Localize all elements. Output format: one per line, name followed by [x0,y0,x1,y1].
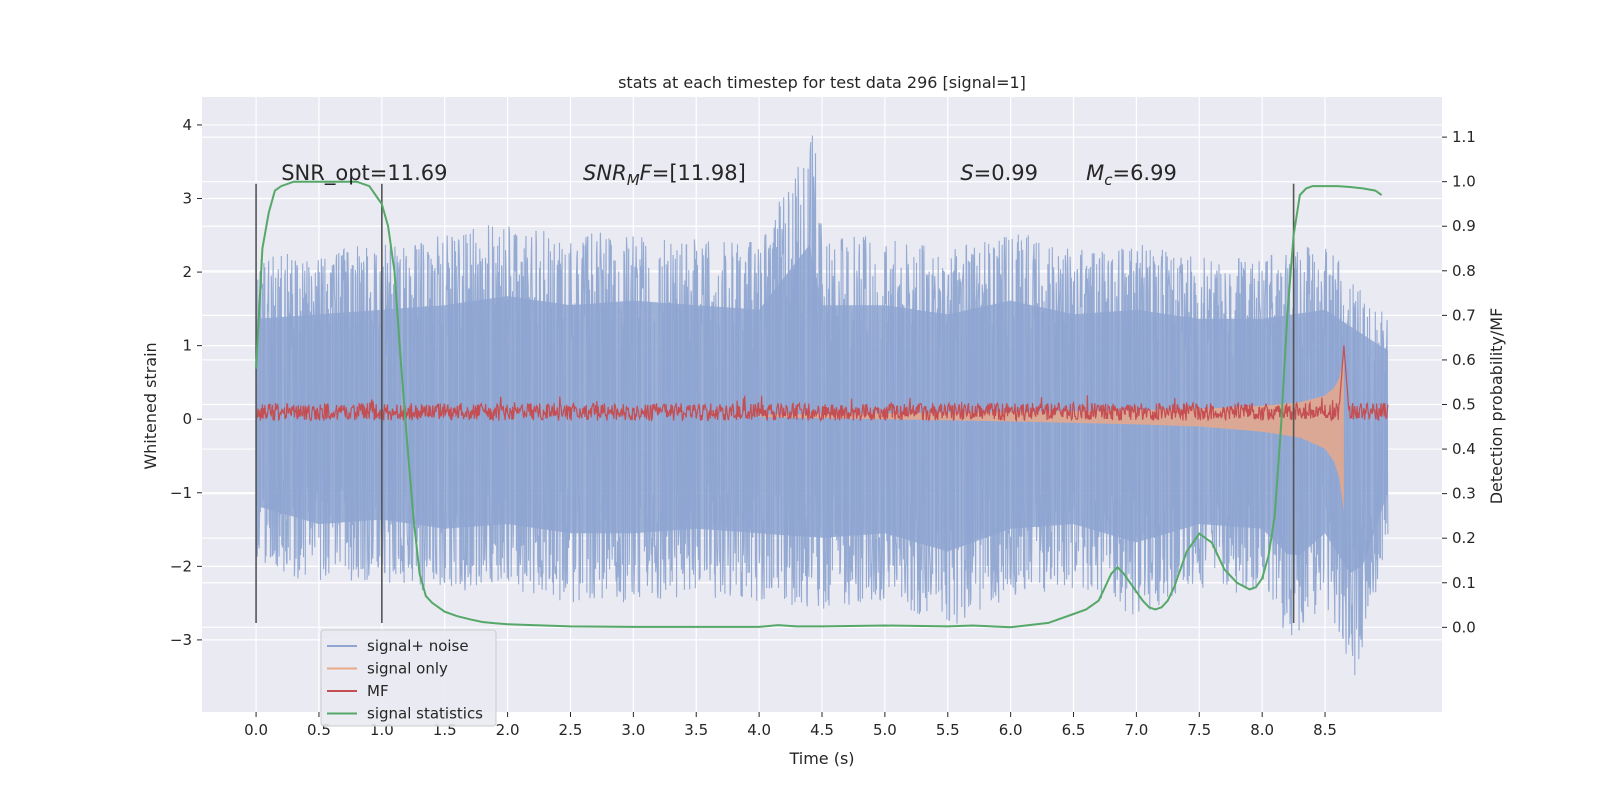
x-tick-label: 6.0 [999,721,1023,739]
annotation-3: S=0.99 [960,161,1038,185]
y-tick-label: 1 [182,337,192,355]
x-tick-label: 5.0 [873,721,897,739]
x-tick-label: 8.5 [1313,721,1337,739]
x-tick-label: 7.0 [1124,721,1148,739]
tick-labels: 0.0 0.5 1.0 1.5 2.0 2.5 3.0 3.5 4.0 4.5 5.0 5.5 6.0 6… [170,116,1476,739]
mf-line [255,345,1389,423]
y2-tick-label: 0.4 [1452,440,1476,458]
mf-series [255,345,1389,423]
y2-axis-label: Detection probability/MF [1487,308,1506,505]
y2-tick-label: 0.9 [1452,217,1476,235]
y2-tick-label: 0.0 [1452,618,1476,636]
x-tick-label: 5.5 [936,721,960,739]
x-tick-label: 2.5 [559,721,583,739]
y-tick-label: 2 [182,263,192,281]
vertical-markers [255,183,1295,623]
x-tick-label: 3.5 [684,721,708,739]
signal-statistics-line [255,180,1383,629]
y2-tick-label: 0.6 [1452,351,1476,369]
y-tick-label: 0 [182,410,192,428]
x-tick-label: 0.0 [244,721,268,739]
x-tick-label: 6.5 [1062,721,1086,739]
y2-tick-label: 0.7 [1452,306,1476,324]
y2-tick-label: 1.1 [1452,128,1476,146]
legend-label: signal statistics [367,705,483,723]
x-axis-label: Time (s) [788,749,854,768]
y-axis-label: Whitened strain [141,342,160,469]
annotation-1: SNR_opt=11.69 [281,161,447,186]
y2-tick-label: 0.8 [1452,262,1476,280]
legend: signal+ noise signal only MF signal statist… [320,629,497,727]
y2-tick-label: 0.3 [1452,485,1476,503]
signal-statistics-series [255,180,1383,629]
x-tick-label: 7.5 [1187,721,1211,739]
x-tick-label: 2.0 [496,721,520,739]
legend-label: signal+ noise [367,637,469,655]
y-tick-label: 4 [182,116,192,134]
y-tick-label: −1 [170,484,192,502]
annotation-2: SNRMF=[11.98] [583,161,746,189]
x-tick-label: 4.0 [747,721,771,739]
y2-tick-label: 0.5 [1452,396,1476,414]
y-tick-label: −3 [170,631,192,649]
y2-tick-label: 0.2 [1452,529,1476,547]
y-tick-label: 3 [182,190,192,208]
y2-tick-label: 1.0 [1452,173,1476,191]
legend-box [320,629,497,727]
x-tick-label: 8.0 [1250,721,1274,739]
chart-title: stats at each timestep for test data 296… [618,73,1026,92]
x-tick-label: 3.0 [621,721,645,739]
y2-tick-label: 0.1 [1452,574,1476,592]
legend-label: signal only [367,660,448,678]
x-tick-label: 4.5 [810,721,834,739]
y-tick-label: −2 [170,557,192,575]
annotations: SNR_opt=11.69 SNRMF=[11.98] S=0.99 Mc=6.99 [281,161,1177,189]
legend-label: MF [367,682,389,700]
annotation-4: Mc=6.99 [1086,161,1177,189]
